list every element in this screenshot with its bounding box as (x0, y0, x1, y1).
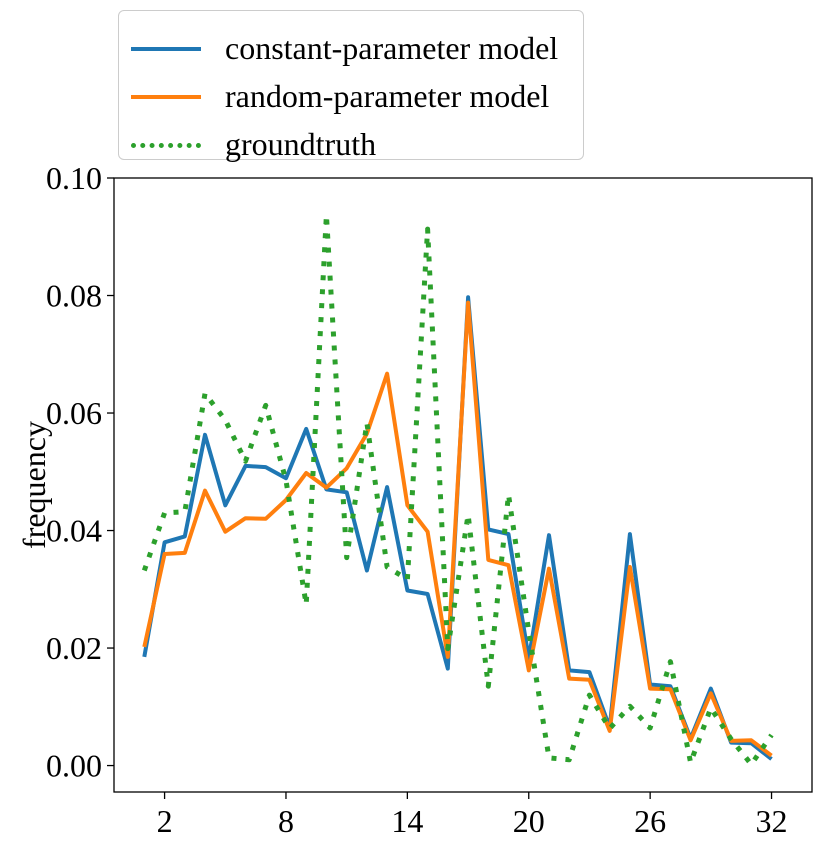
x-tick-label: 20 (513, 803, 545, 839)
legend-item-constant: constant-parameter model (119, 28, 583, 68)
legend: constant-parameter model random-paramete… (118, 10, 584, 162)
legend-label-random: random-parameter model (225, 78, 550, 114)
plot-lines (141, 212, 774, 767)
y-tick-label: 0.04 (46, 513, 102, 549)
x-tick-label: 32 (756, 803, 788, 839)
x-tick-label: 2 (157, 803, 173, 839)
x-tick-label: 8 (278, 803, 294, 839)
x-tick-label: 14 (391, 803, 423, 839)
y-axis: 0.00 0.02 0.04 0.06 0.08 0.10 (46, 160, 114, 784)
legend-item-random: random-parameter model (119, 76, 583, 116)
y-tick-label: 0.00 (46, 748, 102, 784)
series-line-groundtruth (141, 212, 774, 767)
legend-item-groundtruth: groundtruth (119, 124, 583, 164)
y-tick-label: 0.06 (46, 395, 102, 431)
legend-label-groundtruth: groundtruth (225, 126, 377, 162)
legend-swatch-groundtruth (131, 143, 201, 148)
legend-swatch-random (131, 95, 201, 99)
y-tick-label: 0.10 (46, 160, 102, 196)
x-axis: 2 8 14 20 26 32 (157, 792, 788, 839)
x-tick-label: 26 (634, 803, 666, 839)
y-tick-label: 0.02 (46, 630, 102, 666)
series-line-random-parameter-model (142, 300, 773, 758)
y-tick-label: 0.08 (46, 278, 102, 314)
legend-swatch-constant (131, 47, 201, 51)
legend-label-constant: constant-parameter model (225, 30, 559, 66)
plot-frame (113, 177, 813, 793)
y-axis-label: frequency (16, 421, 52, 549)
